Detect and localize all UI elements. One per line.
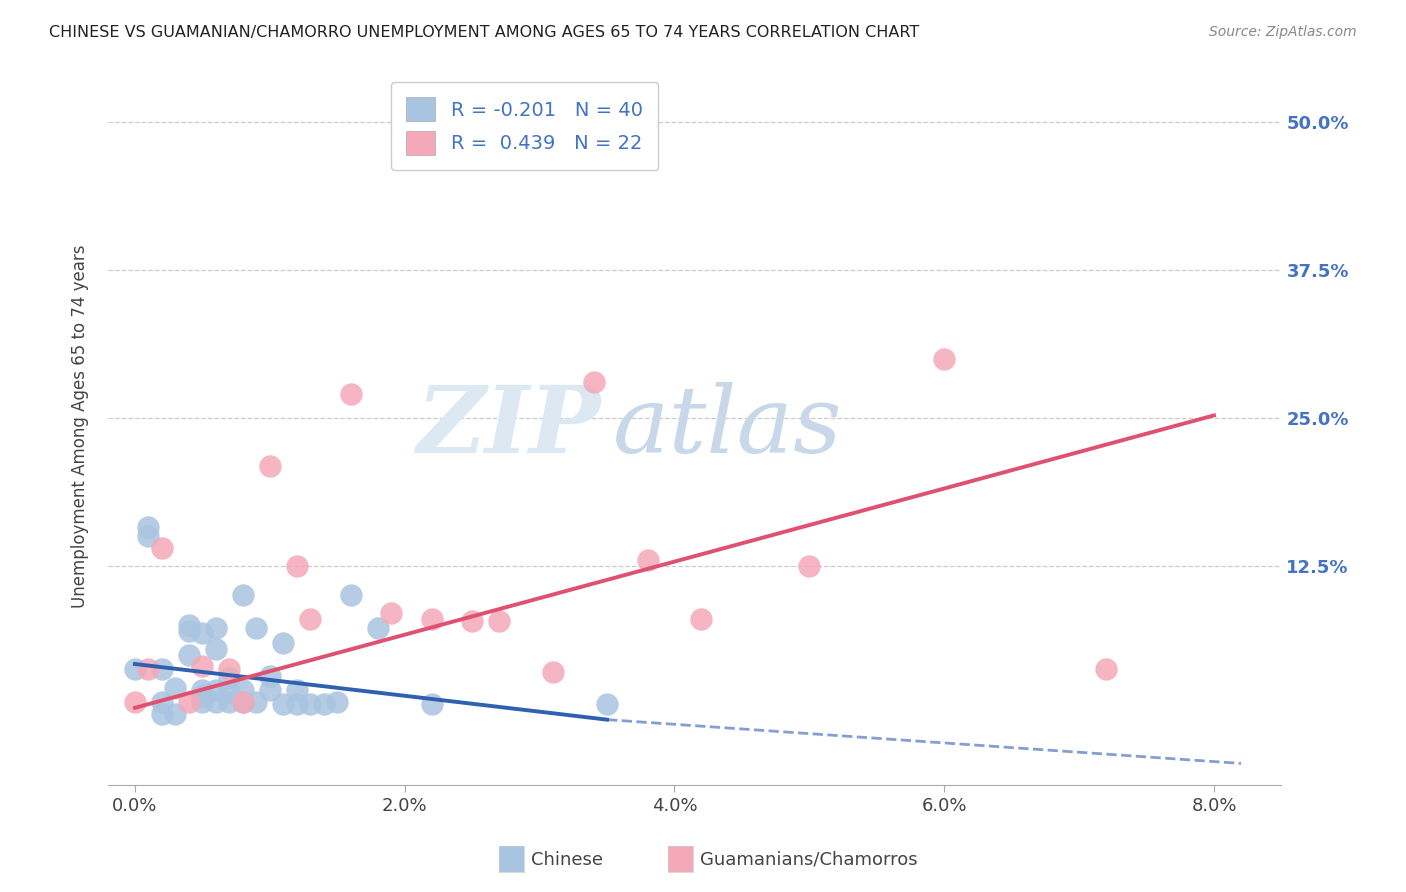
Point [273, 698, 295, 712]
Point [339, 588, 361, 602]
Point [150, 541, 173, 555]
Point [799, 558, 821, 573]
Point [273, 636, 295, 650]
Point [339, 387, 361, 401]
Point [596, 698, 619, 712]
Point [191, 683, 214, 698]
Point [218, 662, 240, 676]
Point [582, 376, 605, 390]
Point [245, 622, 267, 636]
Point [191, 689, 214, 703]
Point [177, 624, 200, 638]
Text: CHINESE VS GUAMANIAN/CHAMORRO UNEMPLOYMENT AMONG AGES 65 TO 74 YEARS CORRELATION: CHINESE VS GUAMANIAN/CHAMORRO UNEMPLOYME… [49, 25, 920, 40]
Point [367, 622, 389, 636]
Legend: R = -0.201   N = 40, R =  0.439   N = 22: R = -0.201 N = 40, R = 0.439 N = 22 [391, 82, 658, 170]
Point [177, 695, 200, 709]
Point [326, 695, 349, 709]
Point [177, 648, 200, 662]
Point [299, 612, 322, 626]
Point [285, 558, 308, 573]
Point [191, 626, 214, 640]
Point [259, 683, 281, 698]
Point [218, 685, 240, 699]
Point [150, 695, 173, 709]
Point [420, 698, 443, 712]
Point [637, 553, 659, 567]
Point [488, 615, 510, 629]
Point [165, 681, 187, 695]
Point [205, 622, 228, 636]
Point [165, 706, 187, 721]
Point [285, 698, 308, 712]
Point [150, 706, 173, 721]
Point [218, 671, 240, 685]
Point [191, 659, 214, 673]
Y-axis label: Unemployment Among Ages 65 to 74 years: Unemployment Among Ages 65 to 74 years [72, 245, 89, 608]
Point [299, 698, 322, 712]
Text: atlas: atlas [613, 382, 842, 472]
Point [1095, 662, 1118, 676]
Point [232, 695, 254, 709]
Point [541, 665, 564, 680]
Point [245, 695, 267, 709]
Point [124, 662, 146, 676]
Point [124, 695, 146, 709]
Text: Guamanians/Chamorros: Guamanians/Chamorros [700, 851, 918, 869]
Point [312, 698, 335, 712]
Point [232, 695, 254, 709]
Point [205, 641, 228, 656]
Point [150, 662, 173, 676]
Point [191, 695, 214, 709]
Point [380, 606, 402, 620]
Text: ZIP: ZIP [416, 382, 600, 472]
Point [232, 588, 254, 602]
Point [138, 662, 160, 676]
Point [138, 519, 160, 533]
Point [285, 683, 308, 698]
Point [461, 615, 484, 629]
Point [259, 459, 281, 474]
Point [232, 683, 254, 698]
Point [177, 618, 200, 632]
Point [138, 529, 160, 543]
Text: Source: ZipAtlas.com: Source: ZipAtlas.com [1209, 25, 1357, 39]
Point [205, 695, 228, 709]
Point [259, 669, 281, 683]
Point [218, 695, 240, 709]
Point [205, 683, 228, 698]
Point [420, 612, 443, 626]
Point [690, 612, 713, 626]
Text: Chinese: Chinese [531, 851, 603, 869]
Point [934, 351, 956, 366]
